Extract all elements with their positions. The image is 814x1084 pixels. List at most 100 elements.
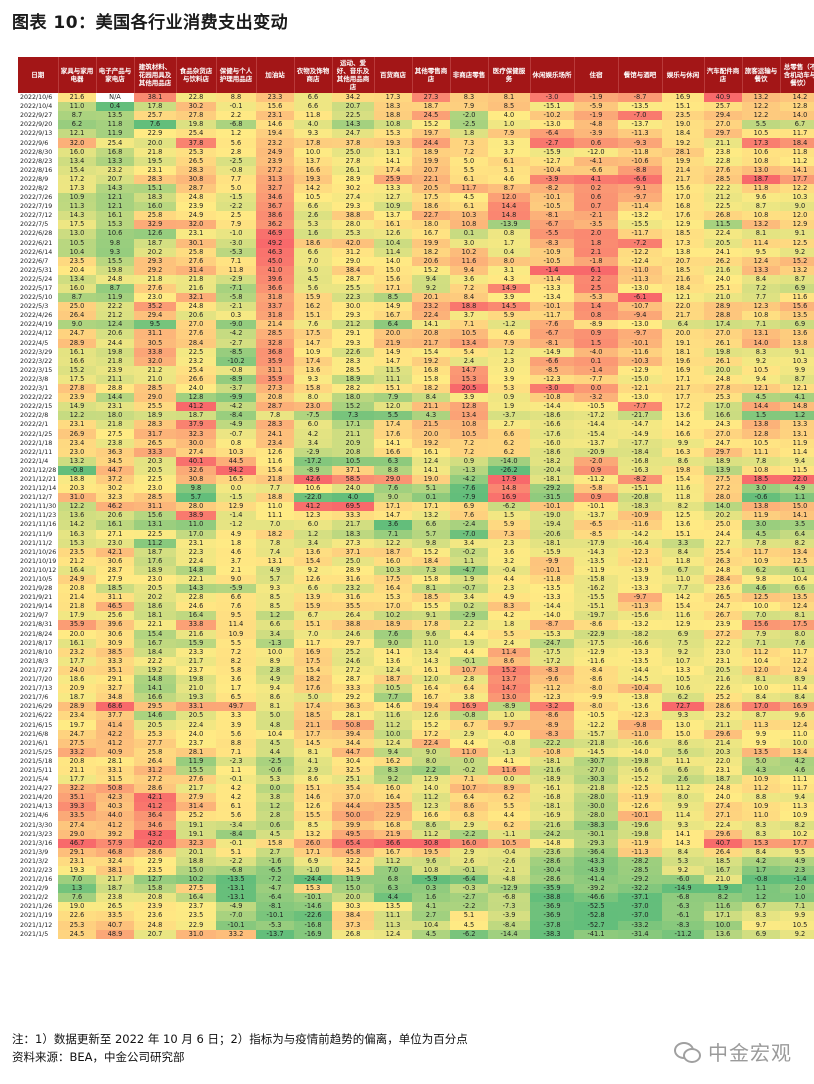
value-cell: 24.9	[58, 574, 96, 585]
value-cell: 6.1	[450, 174, 488, 184]
value-cell: -1.2	[216, 520, 256, 530]
value-cell: -38.3	[574, 820, 618, 830]
table-row: 2021/7/6 18.7 34.8 16.6 19.3 6.5 8.6 5.0 29.2 7.7…	[18, 693, 814, 703]
value-cell: 21.8	[58, 602, 96, 612]
value-cell: 6.0	[294, 420, 332, 430]
value-cell: -6.4	[450, 875, 488, 885]
value-cell: -13.5	[530, 584, 574, 594]
value-cell: 10.4	[742, 656, 780, 666]
value-cell: 30.2	[96, 484, 134, 494]
value-cell: 8.0	[412, 756, 450, 766]
table-row: 2022/2/15 14.9 23.1 25.5 41.2 -4.2 28.7 23.0 15.…	[18, 402, 814, 412]
value-cell: 0.0	[488, 775, 530, 785]
value-cell: 11.3	[742, 720, 780, 730]
value-cell: 42.1	[96, 547, 134, 557]
value-cell: 13.5	[96, 111, 134, 121]
value-cell: 20.7	[134, 929, 176, 939]
value-cell: -8.6	[574, 675, 618, 685]
value-cell: -37.0	[618, 902, 662, 912]
value-cell: 41.2	[96, 820, 134, 830]
value-cell: 15.5	[294, 811, 332, 821]
value-cell: 16.7	[704, 865, 742, 876]
value-cell: 31.8	[256, 311, 294, 321]
value-cell: 31.1	[256, 365, 294, 375]
value-cell: 33.5	[58, 811, 96, 821]
value-cell: 6.1	[780, 565, 814, 575]
value-cell: 13.5	[780, 593, 814, 603]
value-cell: 14.2	[662, 593, 704, 603]
column-header: 餐馆与酒吧	[618, 57, 663, 93]
value-cell: -15.5	[618, 220, 662, 230]
value-cell: 17.2	[662, 402, 704, 412]
value-cell: 19.7	[412, 129, 450, 139]
table-row: 2022/3/15 15.2 23.9 21.2 25.4 -0.8 31.1 13.6 28.…	[18, 365, 814, 375]
value-cell: 13.1	[742, 329, 780, 339]
value-cell: 27.9	[96, 574, 134, 585]
value-cell: 18.7	[374, 675, 412, 685]
value-cell: 22.5	[704, 202, 742, 212]
value-cell: 19.4	[412, 702, 450, 712]
value-cell: -11.2	[530, 684, 574, 694]
value-cell: 6.2	[742, 565, 780, 575]
value-cell: 18.3	[374, 102, 412, 112]
value-cell: 10.0	[294, 147, 332, 157]
value-cell: 14.0	[704, 502, 742, 512]
value-cell: 29.0	[374, 474, 412, 485]
value-cell: 18.4	[662, 283, 704, 294]
table-row: 2021/10/5 24.9 27.9 23.0 22.1 9.0 5.7 12.6 31.6 1…	[18, 574, 814, 585]
value-cell: 21.1	[96, 374, 134, 384]
value-cell: 14.6	[294, 793, 332, 803]
value-cell: 17.7	[294, 729, 332, 739]
value-cell: -10.9	[530, 247, 574, 257]
table-row: 2022/5/17 16.0 8.7 27.6 21.6 -7.1 36.6 5.6 25.5 1…	[18, 283, 814, 294]
value-cell: 20.6	[176, 311, 216, 321]
value-cell: 27.2	[704, 629, 742, 639]
value-cell: -9.6	[530, 675, 574, 685]
value-cell: 8.3	[450, 93, 488, 103]
column-header: 食品杂货店与饮料店	[176, 57, 217, 93]
value-cell: 20.0	[662, 329, 704, 339]
value-cell: 7.2	[450, 283, 488, 294]
value-cell: -14.4	[530, 602, 574, 612]
value-cell: 3.9	[488, 374, 530, 384]
value-cell: -52.5	[574, 902, 618, 912]
value-cell: 16.6	[58, 356, 96, 366]
value-cell: 6.1	[574, 265, 618, 275]
value-cell: -0.3	[450, 884, 488, 894]
table-row: 2022/4/5 28.9 24.4 30.5 28.4 -2.7 32.8 14.7 29.3…	[18, 338, 814, 348]
value-cell: -2.2	[450, 902, 488, 912]
value-cell: 11.4	[780, 447, 814, 457]
value-cell: 14.0	[742, 338, 780, 348]
table-row: 2021/5/25 33.2 40.9 25.8 28.1 7.1 4.4 8.1 44.7 9.…	[18, 747, 814, 757]
value-cell: 27.5	[704, 474, 742, 485]
value-cell: 16.1	[412, 447, 450, 457]
value-cell: 1.5	[488, 511, 530, 521]
value-cell: 15.3	[742, 838, 780, 848]
value-cell: 14.1	[134, 684, 176, 694]
date-cell: 2022/8/16	[18, 165, 58, 175]
value-cell: 9.6	[412, 856, 450, 866]
value-cell: 15.5	[412, 602, 450, 612]
value-cell: 9.1	[780, 229, 814, 239]
value-cell: 18.8	[450, 302, 488, 312]
column-header: 其他零售商店	[412, 57, 451, 93]
value-cell: 4.3	[742, 765, 780, 776]
value-cell: 16.2	[294, 302, 332, 312]
value-cell: 6.7	[742, 902, 780, 912]
value-cell: 23.8	[96, 438, 134, 448]
value-cell: 24.8	[704, 784, 742, 794]
value-cell: 33.2	[216, 929, 256, 939]
value-cell: 15.2	[58, 365, 96, 375]
value-cell: 20.5	[134, 465, 176, 475]
value-cell: 16.6	[412, 811, 450, 821]
value-cell: 46.7	[58, 838, 96, 848]
date-cell: 2021/11/23	[18, 511, 58, 521]
value-cell: 9.4	[450, 265, 488, 275]
value-cell: 24.7	[332, 129, 374, 139]
value-cell: 8.5	[256, 602, 294, 612]
value-cell: 15.8	[256, 838, 294, 848]
value-cell: 6.2	[488, 438, 530, 448]
value-cell: -15.2	[618, 775, 662, 785]
value-cell: 21.0	[176, 684, 216, 694]
value-cell: 22.4	[704, 229, 742, 239]
